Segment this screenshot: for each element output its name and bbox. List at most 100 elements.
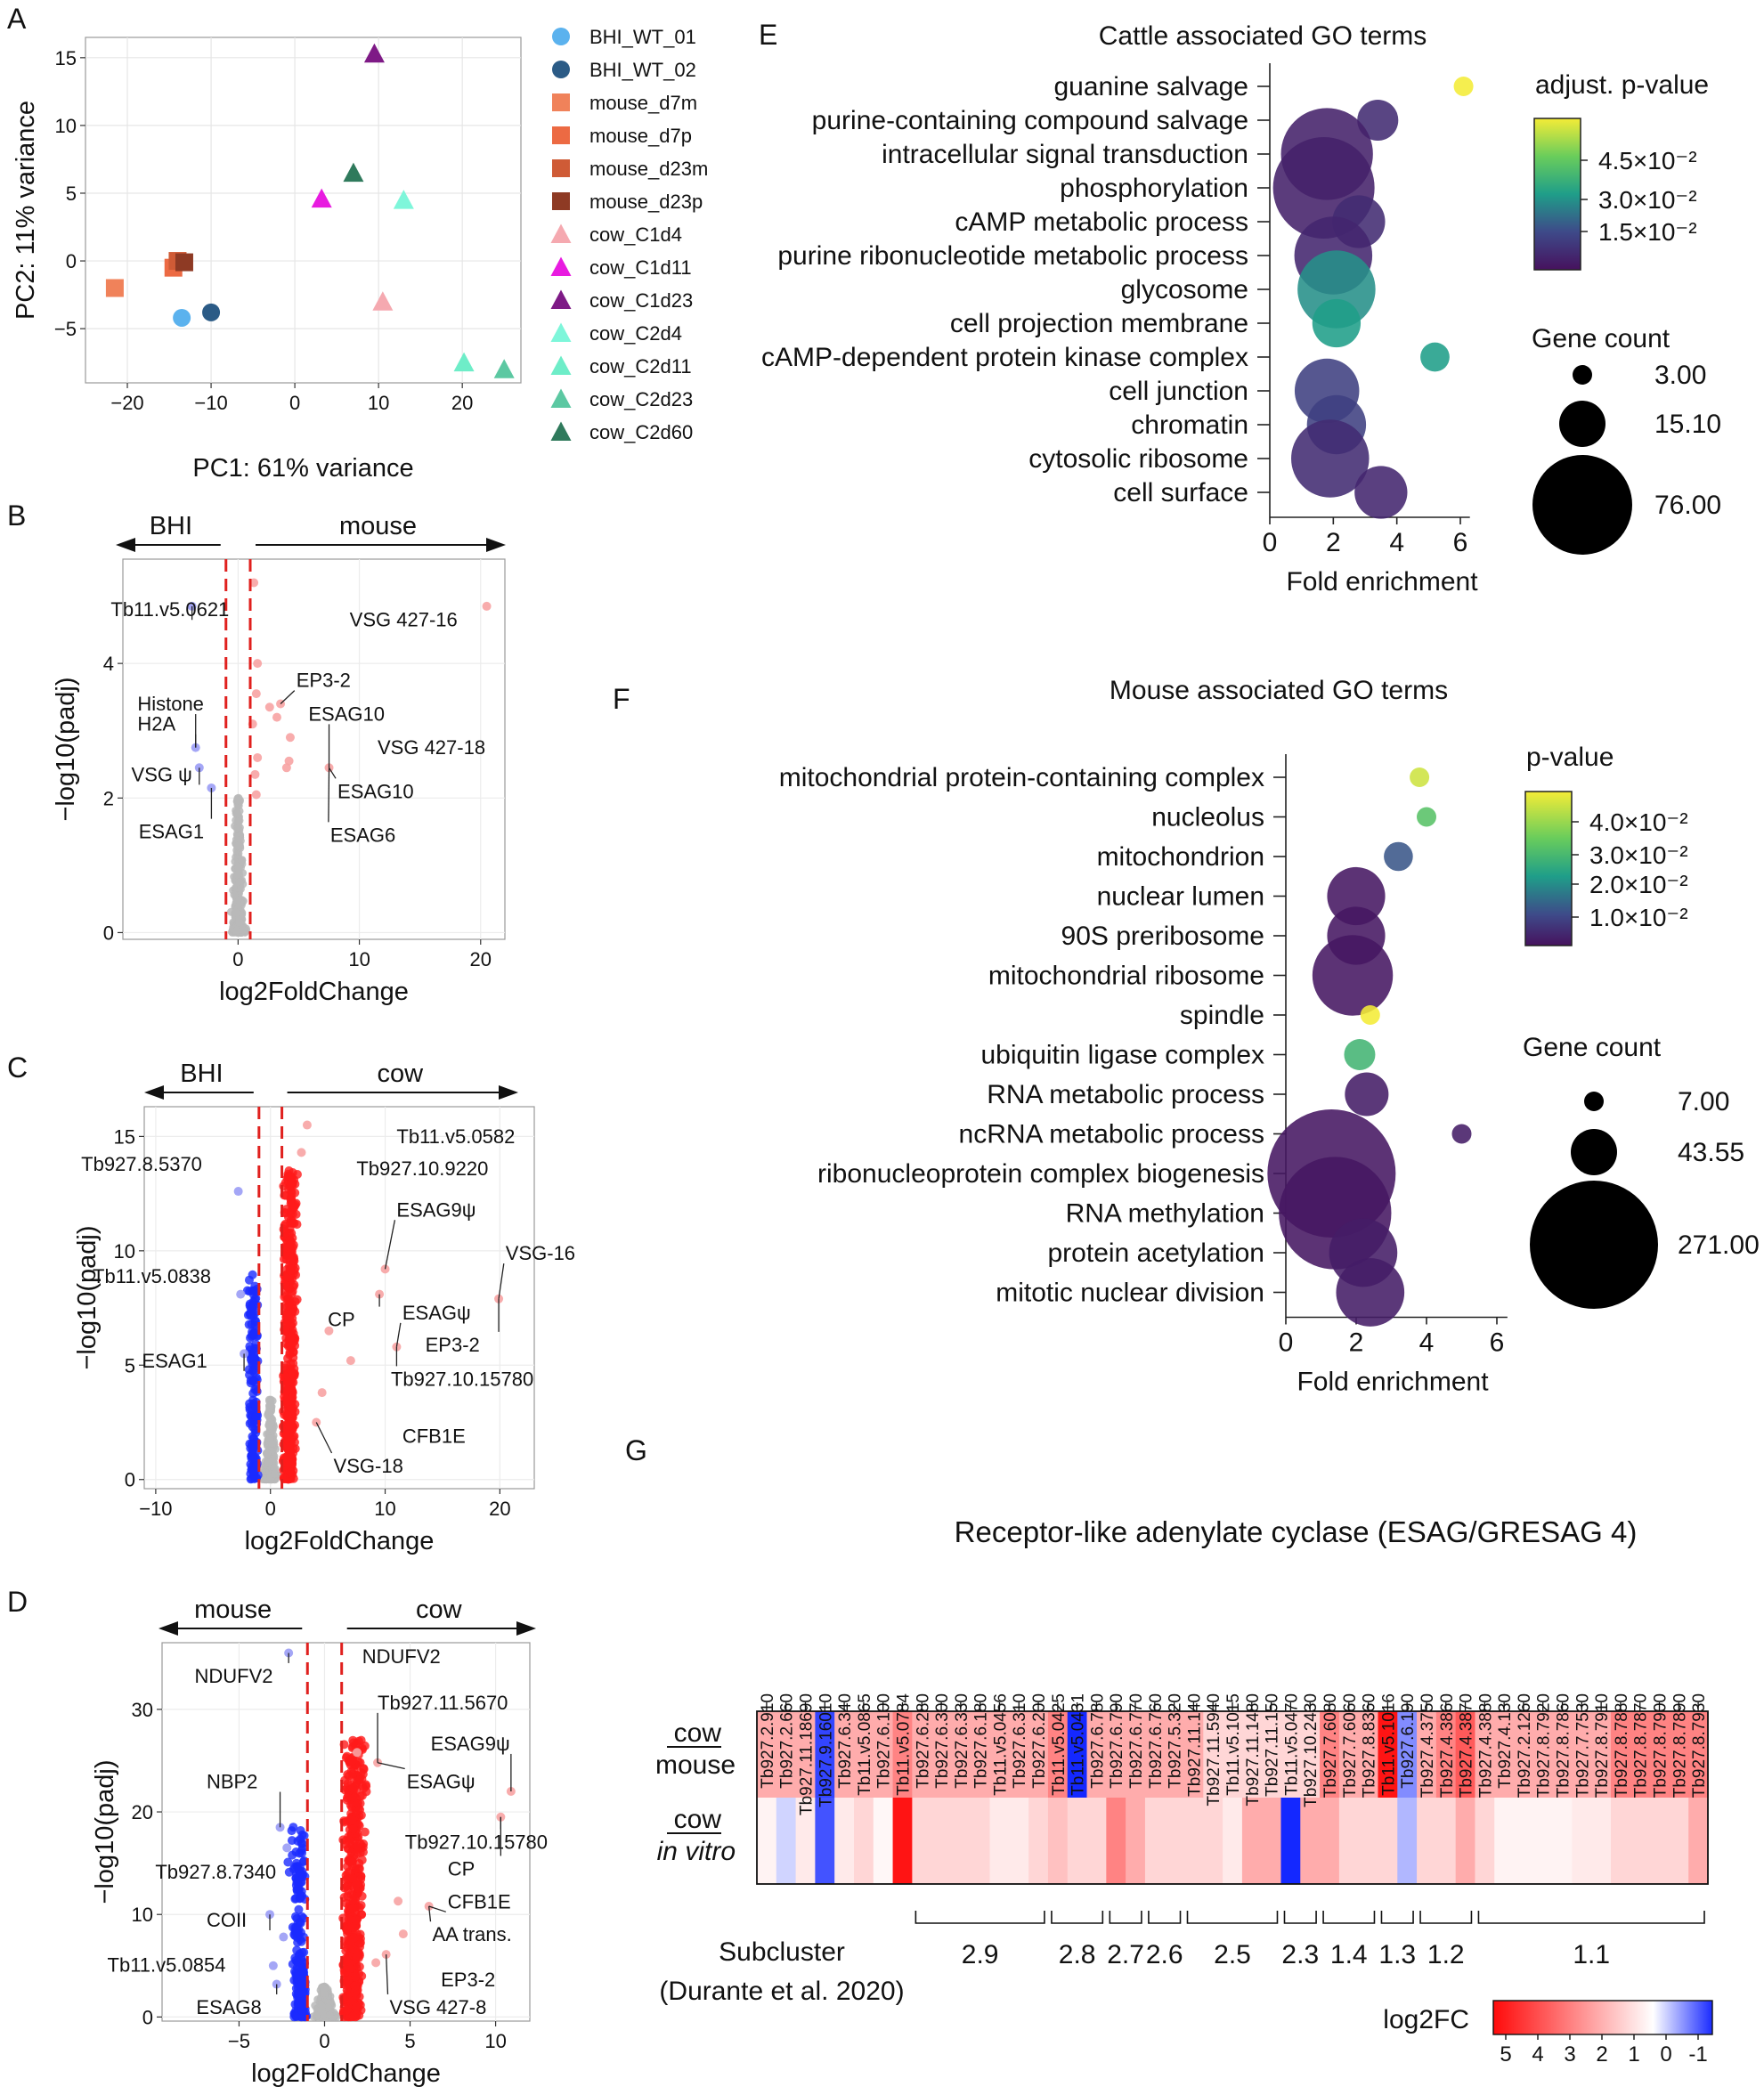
volcano-gene-label: ESAGψ [407,1771,476,1793]
volcano-leader-line [428,1905,446,1912]
heatmap-cell [795,1798,816,1884]
volcano-highlight-up [324,1326,334,1336]
heatmap-cell [1009,1798,1029,1884]
volcano-point-ns [264,1421,273,1430]
go-color-legend-label: 3.0×10⁻² [1598,186,1697,214]
pca-x-tick-label: 20 [451,392,473,414]
go-panel-e: Cattle associated GO terms 0 2 4 6 Fold enric… [761,21,1721,597]
pca-x-tick-label: 0 [289,392,300,414]
heatmap-cell [892,1711,913,1798]
heatmap-gene-label: Tb927.6.100 [875,1693,894,1789]
heatmap-cell [1532,1711,1554,1798]
heatmap-cell [873,1798,894,1884]
go-x-tick-label: 4 [1389,528,1404,557]
volcano-point-down [296,1999,305,2009]
subcluster-bracket [1109,1911,1142,1924]
volcano-point-up [351,1880,361,1889]
subcluster-bracket [1380,1911,1414,1924]
volcano-point-down [248,1466,258,1476]
heatmap-gene-label: Tb927.8.7870 [1632,1693,1651,1798]
volcano-point-up [351,1971,361,1981]
heatmap-gene-label: Tb927.7.6080 [1321,1693,1340,1798]
pca-legend-marker [552,192,570,210]
pca-legend-label: mouse_d23m [589,158,708,180]
volcano-gene-label: CP [328,1309,355,1331]
volcano-gene-label: Tb927.8.7340 [155,1861,276,1883]
volcano-gene-label: EP3-2 [426,1334,480,1356]
colorbar [1492,2000,1713,2035]
volcano-gene-label: CP [448,1857,476,1880]
pca-point-cow-c2d11 [453,352,475,372]
pca-point-cow-c1d4 [372,291,394,311]
heatmap-cell [1649,1798,1671,1884]
direction-label-left: BHI [150,512,192,540]
heatmap-cell [853,1711,874,1798]
volcano-x-tick-label: −5 [228,2030,250,2052]
volcano-point-up [289,1328,298,1338]
direction-arrowhead-right [486,538,506,552]
go-size-legend-circle [1559,401,1605,447]
subcluster-bracket [1419,1911,1473,1924]
go-term-label: nucleolus [1151,803,1264,832]
volcano-point-ns [233,796,242,805]
heatmap-cell [1397,1798,1418,1884]
volcano-point-up [354,1799,363,1808]
go-bubble [1357,99,1399,142]
go-bubble [1344,1038,1376,1071]
volcano-gene-label: VSG-18 [334,1455,403,1477]
volcano-gene-label: Tb11.v5.0621 [110,598,229,621]
heatmap-cell [834,1798,855,1884]
volcano-point-up [342,2005,352,2015]
volcano-point-up [338,1961,348,1970]
pca-legend-label: mouse_d23p [589,191,703,213]
heatmap-row-sublabel: mouse [655,1750,736,1780]
volcano-highlight-down [236,1289,246,1299]
volcano-point-up [282,1377,292,1387]
heatmap-gene-label: Tb927.11.18690 [797,1693,816,1815]
volcano-point-down [296,1869,305,1879]
subcluster-bracket [1283,1911,1317,1924]
heatmap-cell [1047,1798,1069,1884]
heatmap-gene-label: Tb927.5.320 [1167,1693,1185,1789]
volcano-point-up [281,1453,291,1463]
volcano-point-up [284,1213,294,1222]
go-bubble [1384,841,1413,872]
volcano-y-tick-label: 10 [114,1240,135,1263]
volcano-gene-label: VSG 427-16 [350,609,458,631]
heatmap-cell [1106,1798,1126,1884]
volcano-point-up [285,1263,295,1273]
go-size-legend-label: 3.00 [1654,361,1706,390]
pca-point-bhi-wt-01 [173,308,191,327]
heatmap-cell [815,1798,835,1884]
volcano-gene-label: Tb927.10.9220 [356,1157,488,1180]
volcano-highlight-up [352,1748,362,1758]
subcluster-bracket [1148,1911,1182,1924]
volcano-point-down [293,1876,303,1886]
volcano-point-up [345,1800,355,1810]
pca-legend-marker [552,61,570,78]
go-term-label: phosphorylation [1060,174,1248,203]
heatmap-gene-label: Tb927.6.760 [1147,1693,1166,1789]
volcano-y-axis-label: −log10(padj) [52,677,80,821]
go-bubble [1345,1072,1389,1117]
colorbar-tick-label: 5 [1500,2042,1511,2067]
volcano-point-up [344,1914,354,1924]
go-chart-title: Mouse associated GO terms [1110,676,1448,705]
volcano-point-down [248,1327,257,1336]
heatmap-cell [1688,1711,1709,1798]
go-term-label: mitochondrial protein-containing complex [779,763,1264,792]
volcano-point-up [289,1256,299,1266]
go-bubble [1354,466,1408,519]
volcano-highlight-up [272,712,281,722]
go-color-legend-bar [1533,118,1581,271]
subcluster-label: 2.9 [962,1940,999,1969]
volcano-point-down [244,1275,254,1285]
heatmap-cell [1203,1711,1223,1798]
volcano-gene-label: EP3-2 [297,670,351,692]
pca-y-tick-label: 0 [66,250,77,272]
subcluster-bracket [1322,1911,1376,1924]
volcano-highlight-down [268,1961,278,1970]
go-size-legend-circle [1571,1129,1617,1175]
go-bubble [1312,935,1394,1016]
heatmap-cell [1067,1711,1088,1798]
